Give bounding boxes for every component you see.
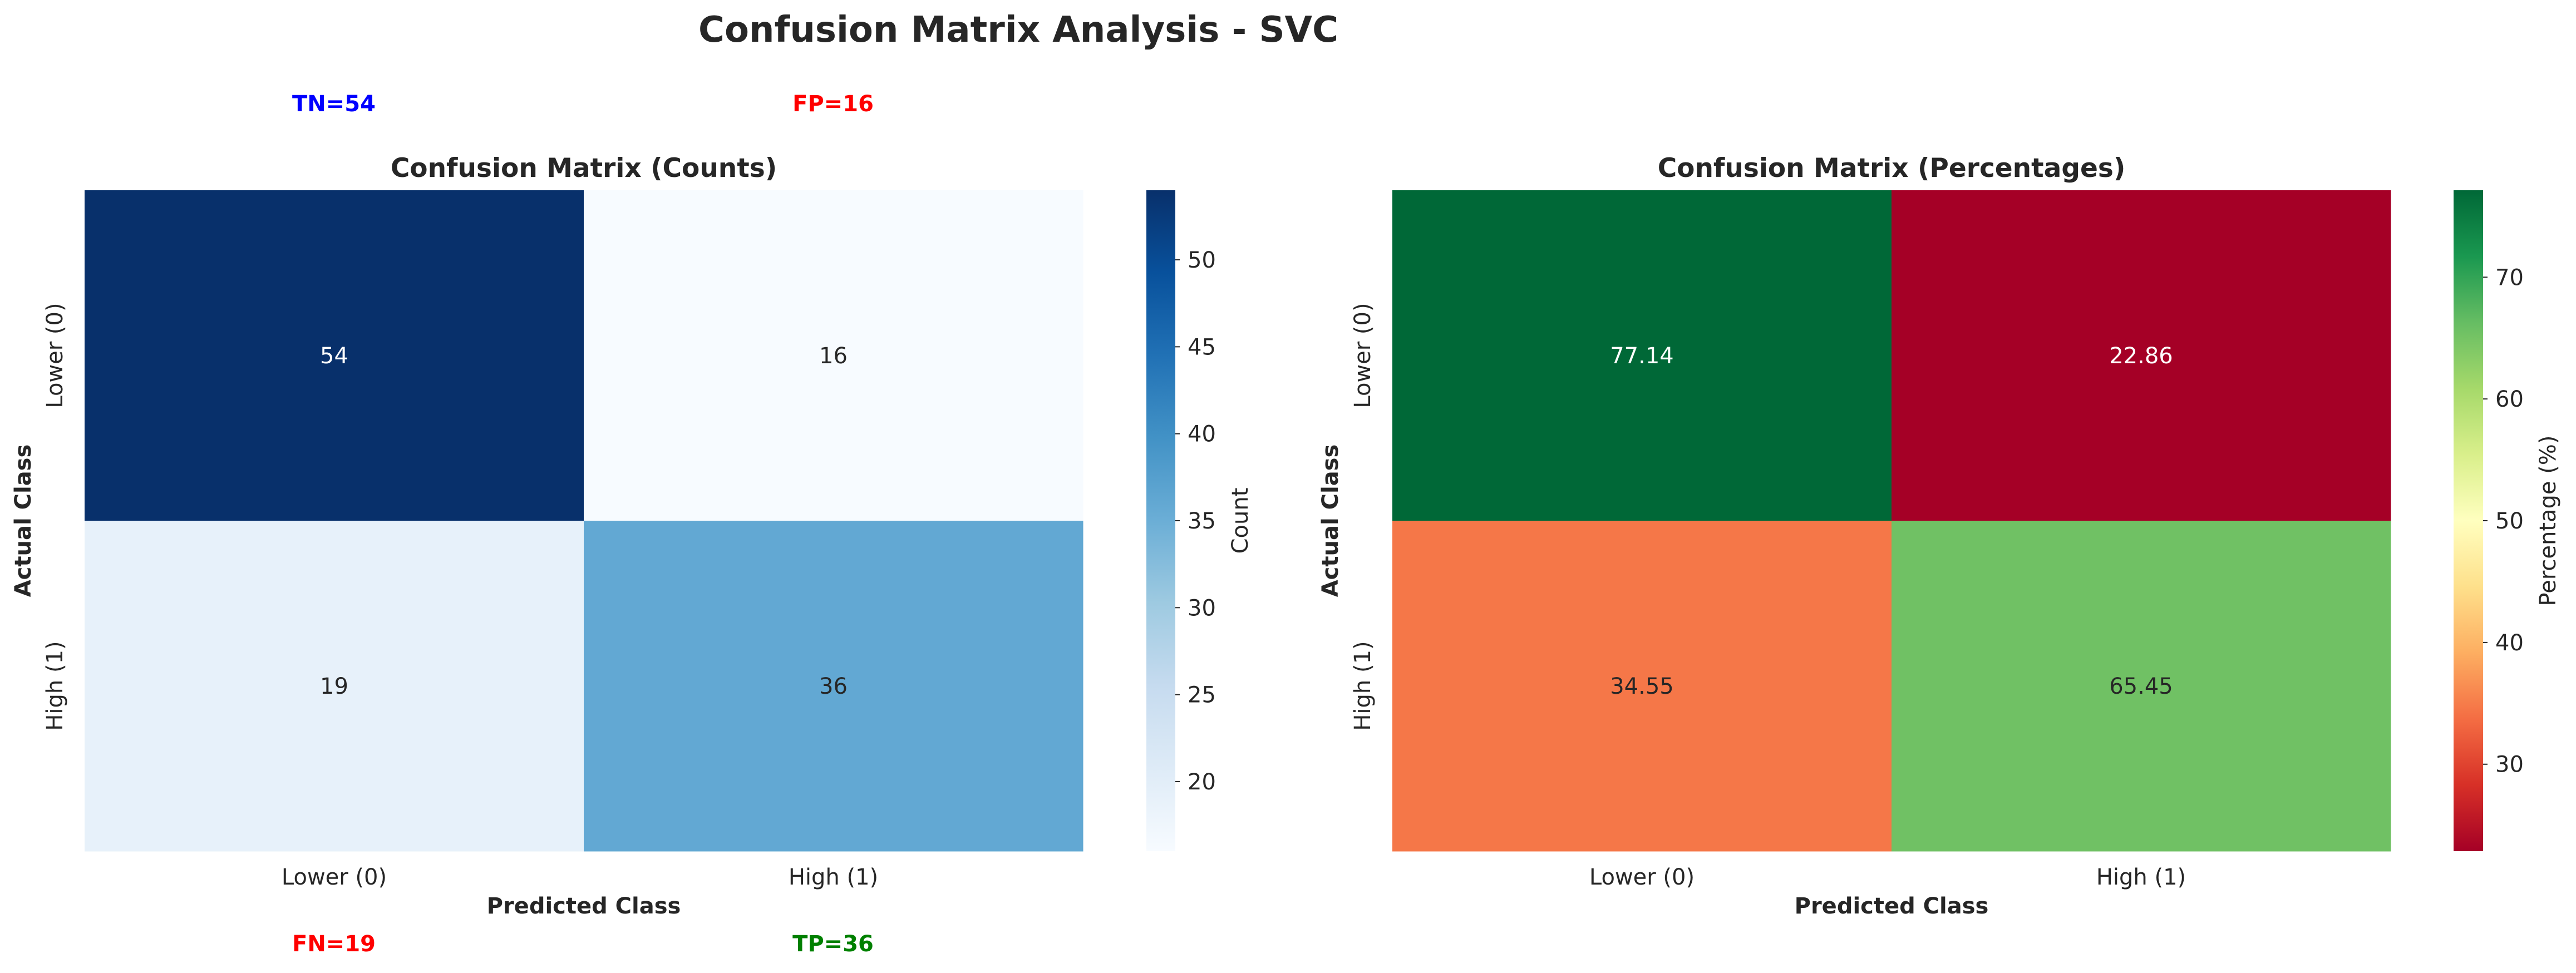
colorbar [2454, 190, 2483, 851]
heatmap-cell-label-r0-c0: 77.14 [1610, 343, 1674, 369]
colorbar-tick-label: 60 [2495, 387, 2524, 412]
heatmap-title: Confusion Matrix (Counts) [391, 153, 777, 184]
heatmap-cell-label-r1-c0: 34.55 [1610, 674, 1674, 699]
heatmap-cell-label-r1-c1: 36 [819, 674, 848, 699]
y-tick-label: High (1) [1350, 641, 1376, 730]
tn-annotation: TN=54 [292, 91, 376, 117]
colorbar-tick-label: 30 [2495, 752, 2524, 778]
x-tick-label: Lower (0) [1589, 865, 1695, 890]
colorbar-tick-label: 70 [2495, 265, 2524, 290]
y-axis-label: Actual Class [1318, 444, 1343, 597]
x-axis-label: Predicted Class [1795, 893, 1989, 919]
y-axis-label: Actual Class [11, 444, 36, 597]
x-axis-label: Predicted Class [487, 893, 681, 919]
colorbar-label: Percentage (%) [2535, 436, 2561, 606]
x-tick-label: High (1) [2096, 865, 2186, 890]
colorbar-tick-label: 40 [2495, 630, 2524, 656]
y-tick-label: Lower (0) [42, 303, 68, 408]
heatmap-cell-r1-c0 [85, 521, 584, 852]
x-tick-label: Lower (0) [282, 865, 387, 890]
heatmap-cell-label-r0-c1: 16 [819, 343, 848, 369]
heatmap-cell-label-r1-c1: 65.45 [2109, 674, 2173, 699]
heatmap-cell-label-r0-c1: 22.86 [2109, 343, 2173, 369]
y-tick-label: Lower (0) [1350, 303, 1376, 408]
counts-heatmap-panel: Confusion Matrix (Counts) 54 16 19 36 Lower (… [11, 153, 1253, 919]
colorbar-tick-label: 50 [2495, 508, 2524, 534]
heatmap-cell-r0-c1 [1892, 190, 2391, 521]
colorbar-tick-label: 40 [1188, 422, 1216, 447]
tp-annotation: TP=36 [792, 931, 874, 957]
count-annotations: TN=54 FP=16 FN=19 TP=36 [292, 91, 874, 957]
fp-annotation: FP=16 [792, 91, 874, 117]
colorbar-label: Count [1228, 488, 1253, 554]
heatmap-cell-label-r0-c0: 54 [320, 343, 348, 369]
heatmap-cell-r0-c0 [1392, 190, 1892, 521]
heatmap-title: Confusion Matrix (Percentages) [1658, 153, 2126, 184]
heatmap-cell-r0-c0 [85, 190, 584, 521]
colorbar-tick-label: 45 [1188, 334, 1216, 360]
figure-title: Confusion Matrix Analysis - SVC [698, 9, 1338, 51]
heatmap-cell-label-r1-c0: 19 [320, 674, 348, 699]
x-tick-label: High (1) [789, 865, 878, 890]
colorbar-tick-label: 20 [1188, 769, 1216, 795]
heatmap-cell-r1-c1 [584, 521, 1083, 852]
colorbar-tick-label: 30 [1188, 595, 1216, 621]
fn-annotation: FN=19 [292, 931, 376, 957]
colorbar [1146, 190, 1175, 851]
colorbar-tick-label: 50 [1188, 248, 1216, 273]
heatmap-cell-r0-c1 [584, 190, 1083, 521]
percentages-heatmap-panel: Confusion Matrix (Percentages) 77.14 22.86… [1318, 153, 2561, 919]
y-tick-label: High (1) [42, 641, 68, 730]
colorbar-tick-label: 25 [1188, 683, 1216, 708]
heatmap-cell-r1-c0 [1392, 521, 1892, 852]
heatmap-cell-r1-c1 [1892, 521, 2391, 852]
colorbar-tick-label: 35 [1188, 508, 1216, 534]
